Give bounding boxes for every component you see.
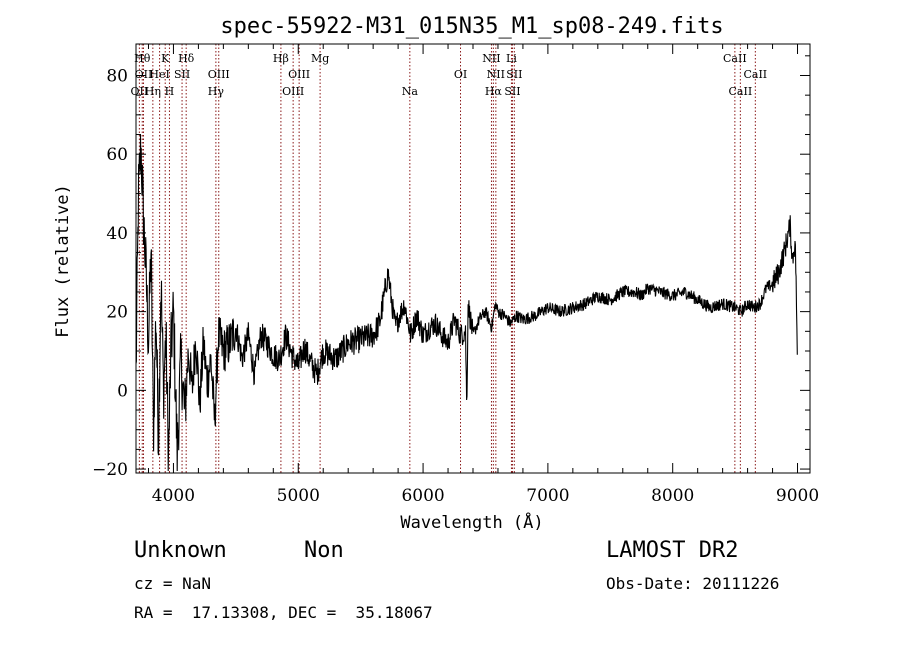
line-label: NII xyxy=(482,52,500,65)
chart-title: spec-55922-M31_015N35_M1_sp08-249.fits xyxy=(220,14,723,39)
line-label: SII xyxy=(506,68,522,81)
y-tick-label: 20 xyxy=(106,303,128,323)
line-label: OIII xyxy=(208,68,230,81)
x-tick-label: 9000 xyxy=(776,486,819,506)
line-label: CaII xyxy=(723,52,747,65)
x-tick-label: 8000 xyxy=(651,486,694,506)
line-label: CaII xyxy=(743,68,767,81)
cz-value: cz = NaN xyxy=(134,574,212,593)
line-label: OI xyxy=(454,68,467,81)
y-tick-label: 60 xyxy=(106,145,128,165)
line-label: SII xyxy=(504,85,520,98)
line-label: HeI xyxy=(149,68,169,81)
survey-label: LAMOST DR2 xyxy=(606,538,739,563)
line-label: Hθ xyxy=(134,52,151,65)
line-label: Na xyxy=(402,85,419,98)
x-tick-label: 4000 xyxy=(152,486,195,506)
spectral-line-markers xyxy=(138,44,756,473)
line-label: Hη xyxy=(145,85,161,98)
line-label: NII xyxy=(487,68,505,81)
line-label: Hδ xyxy=(178,52,195,65)
y-tick-label: 40 xyxy=(106,224,128,244)
line-label: K xyxy=(161,52,170,65)
spectral-line-labels: OIIHθOIIHηHeIKHSIIHδHγOIIIHβOIIIOIIIMgNa… xyxy=(131,52,768,98)
y-tick-label: −20 xyxy=(92,460,128,480)
line-label: SII xyxy=(174,68,190,81)
obs-date: Obs-Date: 20111226 xyxy=(606,574,780,593)
line-label: OIII xyxy=(282,85,304,98)
plot-frame xyxy=(135,43,811,474)
coordinates: RA = 17.13308, DEC = 35.18067 xyxy=(134,603,433,622)
line-label: CaII xyxy=(729,85,753,98)
line-label: OIII xyxy=(288,68,310,81)
classification-label: Unknown xyxy=(134,538,227,563)
spectrum-line xyxy=(135,134,798,472)
x-tick-label: 5000 xyxy=(277,486,320,506)
y-axis-label: Flux (relative) xyxy=(53,184,73,338)
line-label: OII xyxy=(135,68,153,81)
line-label: Hβ xyxy=(273,52,289,65)
line-label: Li xyxy=(506,52,517,65)
y-tick-label: 80 xyxy=(106,66,128,86)
x-axis-ticks: 4000 5000 6000 7000 8000 9000 xyxy=(147,44,819,506)
x-axis-label: Wavelength (Å) xyxy=(400,511,543,533)
subclass-label: Non xyxy=(304,538,344,563)
line-label: Hγ xyxy=(208,85,225,98)
y-axis-ticks: −20 0 20 40 60 80 xyxy=(92,55,810,480)
x-tick-label: 7000 xyxy=(526,486,569,506)
line-label: H xyxy=(165,85,175,98)
line-label: OII xyxy=(131,85,149,98)
line-label: Hα xyxy=(485,85,503,98)
y-tick-label: 0 xyxy=(117,381,128,401)
line-label: Mg xyxy=(311,52,329,65)
x-tick-label: 6000 xyxy=(401,486,444,506)
